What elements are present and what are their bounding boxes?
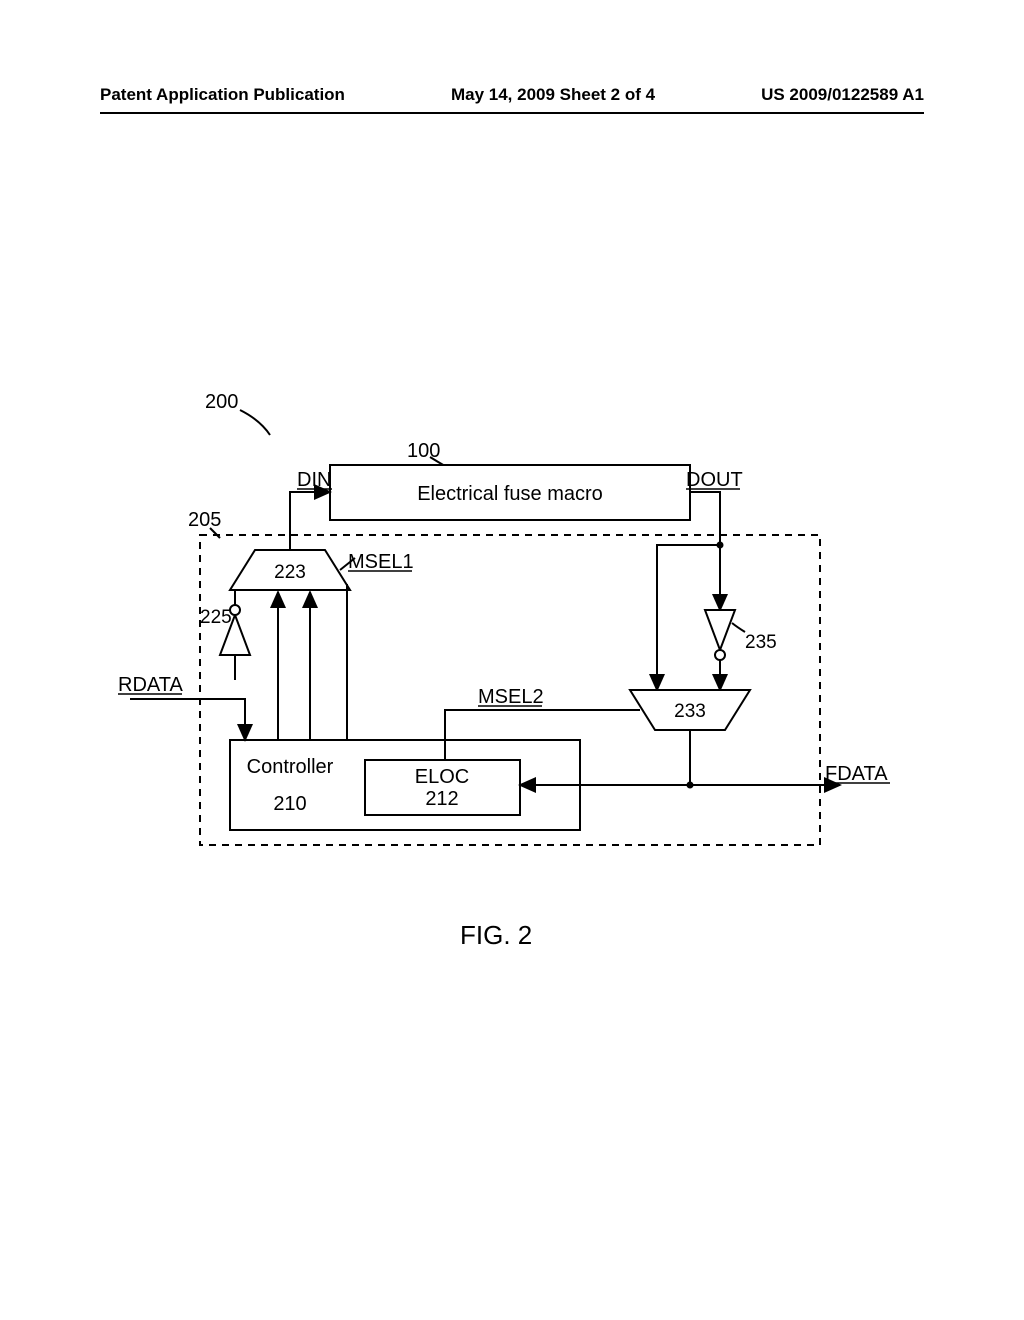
- page-header: Patent Application Publication May 14, 2…: [100, 85, 924, 105]
- inverter-right-bubble: [715, 650, 725, 660]
- wire-dout-down: [690, 492, 720, 610]
- eloc-num: 212: [425, 788, 458, 810]
- wire-rdata: [130, 699, 245, 740]
- msel1-label: MSEL1: [348, 551, 414, 573]
- page: Patent Application Publication May 14, 2…: [0, 0, 1024, 1320]
- header-right: US 2009/0122589 A1: [761, 85, 924, 105]
- dout-label: DOUT: [686, 469, 743, 491]
- header-underline: [100, 112, 924, 114]
- controller-label: Controller: [247, 756, 334, 778]
- figure-caption: FIG. 2: [460, 920, 532, 951]
- header-left: Patent Application Publication: [100, 85, 345, 105]
- eloc-label: ELOC: [415, 766, 469, 788]
- circuit-diagram: 200 100 Electrical fuse macro DIN DOUT 2…: [100, 380, 920, 900]
- inv-right-num: 235: [745, 632, 777, 653]
- mux-left-num: 223: [274, 562, 306, 583]
- wire-mux-right-out: [690, 730, 840, 785]
- wire-mux-to-din: [290, 492, 330, 550]
- inverter-right: [705, 610, 735, 650]
- mux-right-num: 233: [674, 701, 706, 722]
- rdata-label: RDATA: [118, 674, 183, 696]
- controller-num: 210: [273, 793, 306, 815]
- fusemacro-label: Electrical fuse macro: [417, 483, 603, 505]
- node-dout-tap: [717, 542, 724, 549]
- din-label: DIN: [297, 469, 331, 491]
- ref-200: 200: [205, 391, 238, 413]
- header-center: May 14, 2009 Sheet 2 of 4: [451, 85, 655, 105]
- leader-200: [240, 410, 270, 435]
- leader-235: [732, 623, 745, 632]
- node-fdata-tap: [687, 782, 694, 789]
- inv-left-num: 225: [200, 607, 232, 628]
- ref-100: 100: [407, 440, 440, 462]
- ref-205: 205: [188, 509, 221, 531]
- fdata-label: FDATA: [825, 763, 888, 785]
- msel2-label: MSEL2: [478, 686, 544, 708]
